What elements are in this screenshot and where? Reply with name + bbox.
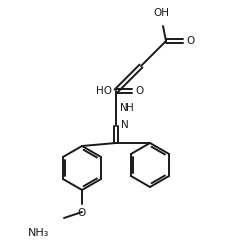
- Text: O: O: [135, 86, 143, 96]
- Text: NH₃: NH₃: [28, 228, 49, 238]
- Text: OH: OH: [153, 8, 169, 18]
- Text: N: N: [121, 120, 129, 130]
- Text: O: O: [78, 208, 86, 218]
- Text: HO: HO: [96, 86, 112, 96]
- Text: H: H: [126, 103, 134, 113]
- Text: N: N: [120, 103, 128, 113]
- Text: O: O: [186, 36, 194, 46]
